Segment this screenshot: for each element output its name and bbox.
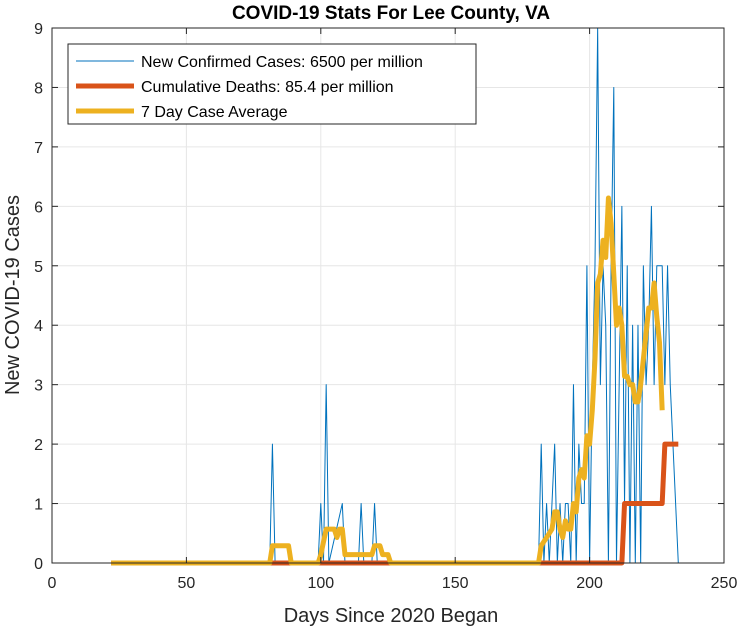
x-axis-label: Days Since 2020 Began	[284, 605, 499, 627]
y-tick-label: 5	[34, 259, 43, 276]
x-tick-label: 100	[307, 575, 334, 592]
y-tick-label: 0	[34, 556, 43, 573]
chart-title: COVID-19 Stats For Lee County, VA	[232, 3, 550, 24]
x-tick-label: 150	[442, 575, 469, 592]
legend-label-cumulative-deaths: Cumulative Deaths: 85.4 per million	[141, 79, 394, 96]
legend: New Confirmed Cases: 6500 per million Cu…	[67, 43, 477, 125]
y-tick-label: 4	[34, 318, 43, 335]
plot-area-frame	[51, 27, 725, 564]
y-axis-label: New COVID-19 Cases	[2, 195, 24, 395]
x-tick-label: 250	[711, 575, 738, 592]
y-tick-label: 2	[34, 437, 43, 454]
series-line-new-cases	[111, 27, 679, 564]
y-tick-label: 6	[34, 199, 43, 216]
axis-ticks: 0 50 100 150 200 250 0 1 2 3 4 5 6 7 8 9	[34, 21, 737, 592]
x-tick-label: 0	[48, 575, 57, 592]
series-line-7-day-average	[111, 195, 665, 566]
y-tick-label: 1	[34, 497, 43, 514]
y-tick-label: 7	[34, 140, 43, 157]
y-tick-label: 9	[34, 21, 43, 38]
x-tick-label: 50	[178, 575, 196, 592]
y-tick-label: 8	[34, 80, 43, 97]
legend-label-7-day-average: 7 Day Case Average	[141, 104, 288, 121]
y-tick-label: 3	[34, 378, 43, 395]
x-tick-label: 200	[576, 575, 603, 592]
legend-label-new-cases: New Confirmed Cases: 6500 per million	[141, 54, 423, 71]
legend-box	[67, 43, 477, 125]
